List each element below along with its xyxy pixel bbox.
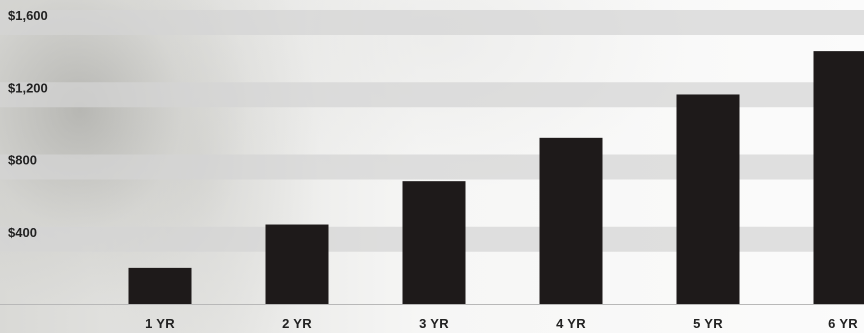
x-axis-tick-labels: 1 YR 2 YR 3 YR 4 YR 5 YR 6 YR — [145, 316, 858, 331]
y-tick-label: $800 — [8, 153, 37, 168]
bar-3-yr — [402, 181, 466, 304]
y-axis-tick-labels: $400 $800 $1,200 $1,600 — [8, 8, 48, 240]
bar-4-yr — [539, 137, 603, 304]
bar-6-yr — [813, 51, 864, 304]
x-tick-label: 6 YR — [828, 316, 858, 331]
x-tick-label: 3 YR — [419, 316, 449, 331]
x-tick-label: 4 YR — [556, 316, 586, 331]
y-tick-label: $1,200 — [8, 80, 48, 95]
bar-2-yr — [265, 224, 329, 304]
bar-1-yr — [128, 267, 192, 304]
x-tick-label: 1 YR — [145, 316, 175, 331]
bars — [128, 51, 864, 304]
x-tick-label: 5 YR — [693, 316, 723, 331]
y-tick-label: $400 — [8, 225, 37, 240]
bar-5-yr — [676, 94, 740, 304]
grid-band-4 — [0, 10, 864, 35]
x-tick-label: 2 YR — [282, 316, 312, 331]
y-tick-label: $1,600 — [8, 8, 48, 23]
